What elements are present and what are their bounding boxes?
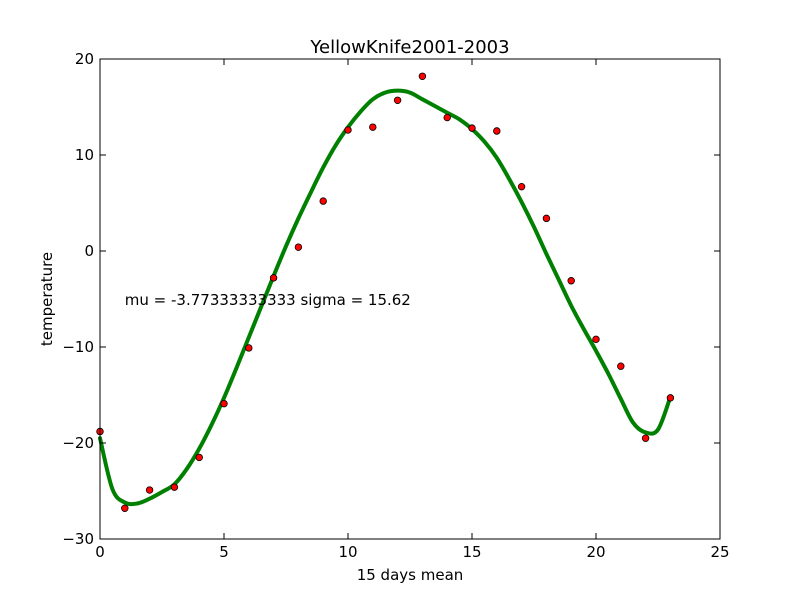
x-tick-label: 0 bbox=[95, 543, 105, 561]
data-point bbox=[369, 123, 377, 131]
x-tick-label: 25 bbox=[710, 543, 729, 561]
y-tick-label: −10 bbox=[62, 338, 94, 356]
data-point bbox=[666, 394, 675, 402]
ticks-layer: 0 5 10 15 20 25 −30 −20 −10 0 10 20 bbox=[62, 50, 729, 561]
data-point bbox=[443, 113, 451, 122]
data-point bbox=[344, 126, 352, 134]
data-point bbox=[170, 483, 179, 491]
stats-annotation: mu = -3.77333333333 sigma = 15.62 bbox=[125, 291, 411, 309]
x-tick-label: 5 bbox=[219, 543, 229, 561]
y-tick-label: 20 bbox=[75, 50, 94, 68]
y-tick-label: −30 bbox=[62, 530, 94, 548]
data-point bbox=[145, 486, 154, 494]
x-axis-label: 15 days mean bbox=[357, 566, 464, 584]
data-point bbox=[517, 182, 526, 191]
data-point bbox=[393, 96, 402, 104]
data-point bbox=[617, 362, 625, 370]
x-tick-label: 15 bbox=[462, 543, 481, 561]
x-tick-label: 10 bbox=[338, 543, 357, 561]
x-tick-label: 20 bbox=[586, 543, 605, 561]
data-point bbox=[641, 434, 650, 442]
plot-area bbox=[100, 59, 720, 539]
chart-title: YellowKnife2001-2003 bbox=[309, 37, 509, 58]
data-point bbox=[269, 274, 278, 282]
data-point bbox=[468, 124, 476, 132]
data-point bbox=[121, 504, 129, 512]
y-tick-label: 0 bbox=[84, 242, 94, 260]
data-point bbox=[418, 72, 427, 80]
data-point bbox=[245, 344, 253, 352]
data-point bbox=[294, 243, 303, 251]
y-axis-label: temperature bbox=[38, 252, 56, 346]
data-point bbox=[220, 399, 228, 408]
y-tick-label: −20 bbox=[62, 434, 94, 452]
data-point bbox=[195, 453, 203, 462]
data-point bbox=[542, 214, 551, 223]
data-point bbox=[592, 335, 600, 344]
data-point bbox=[567, 277, 575, 285]
marks-layer bbox=[96, 72, 675, 512]
y-tick-label: 10 bbox=[75, 146, 94, 164]
data-point bbox=[319, 197, 327, 205]
plot-border bbox=[99, 58, 721, 540]
fit-curve-line bbox=[98, 88, 673, 507]
data-point bbox=[493, 127, 501, 135]
